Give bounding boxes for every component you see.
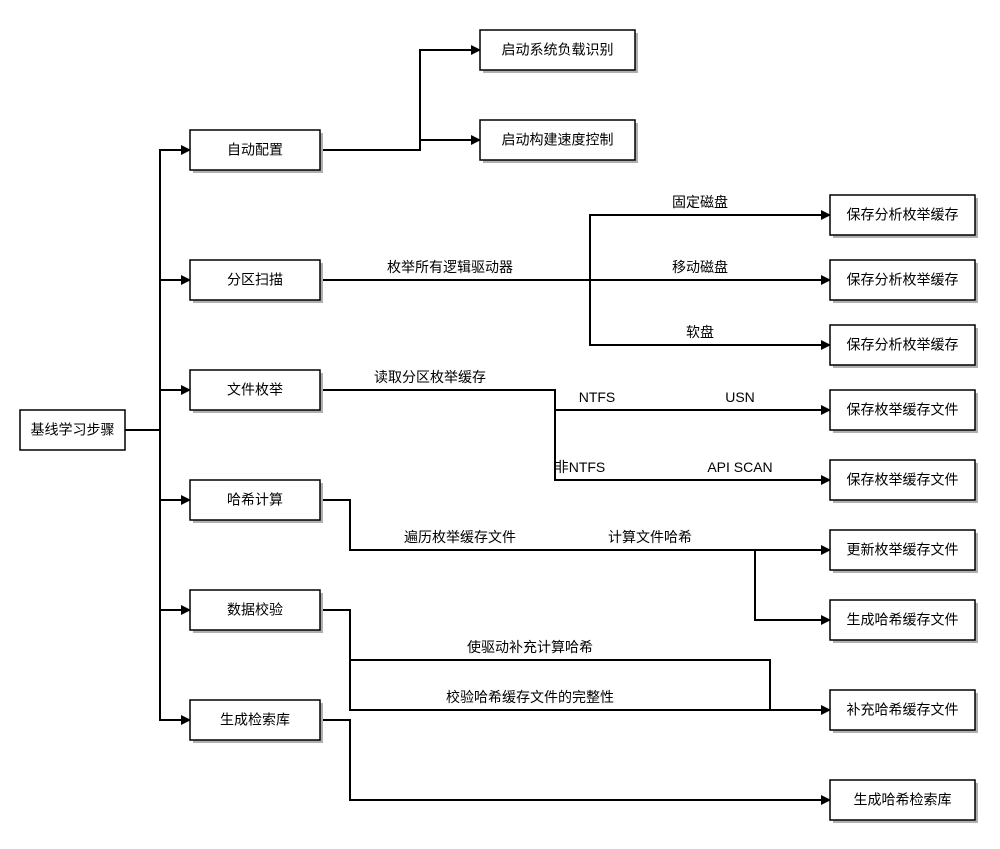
node-label: 补充哈希缓存文件 [847,702,959,718]
flow-edge [160,430,190,610]
edge-label: 读取分区枚举缓存 [374,369,486,385]
flow-edge [320,720,830,800]
edge-label: 遍历枚举缓存文件 [404,529,516,545]
flowchart-diagram: 枚举所有逻辑驱动器 固定磁盘移动磁盘软盘读取分区枚举缓存 NTFS 非NTFS USN A… [0,0,1000,849]
node-genHashFile: 生成哈希缓存文件 [830,600,978,643]
flow-edge [320,50,480,150]
node-label: 生成哈希检索库 [854,792,952,808]
node-dataCheck: 数据校验 [190,590,323,633]
node-saveEnum2: 保存分析枚举缓存 [830,260,978,303]
node-fileEnum: 文件枚举 [190,370,323,413]
node-genIndex: 生成检索库 [190,700,323,743]
node-label: 保存分析枚举缓存 [847,337,959,353]
flow-edge [160,430,190,500]
node-partScan: 分区扫描 [190,260,323,303]
flow-edge [320,500,830,550]
node-label: 数据校验 [227,602,283,618]
node-genHashIdx: 生成哈希检索库 [830,780,978,823]
edge-label: API SCAN [707,459,772,475]
node-label: 自动配置 [227,142,283,158]
flow-edge [125,150,190,430]
node-loadDetect: 启动系统负载识别 [480,30,638,73]
edge-label: 移动磁盘 [672,259,728,275]
node-label: 基线学习步骤 [31,422,115,438]
node-label: 保存分析枚举缓存 [847,207,959,223]
node-label: 文件枚举 [227,382,283,398]
flow-edge [160,390,190,430]
node-root: 基线学习步骤 [20,410,125,450]
edge-label: NTFS [579,389,616,405]
node-label: 分区扫描 [227,272,283,288]
node-label: 更新枚举缓存文件 [847,542,959,558]
edge-label: 计算文件哈希 [608,529,692,545]
node-label: 启动系统负载识别 [502,42,614,58]
node-label: 保存枚举缓存文件 [847,472,959,488]
flow-edge [160,430,190,720]
node-label: 生成哈希缓存文件 [847,612,959,628]
node-label: 保存分析枚举缓存 [847,272,959,288]
edge-label: 校验哈希缓存文件的完整性 [446,689,614,705]
node-label: 启动构建速度控制 [502,132,614,148]
flow-edge [160,280,190,430]
edge-label: 使驱动补充计算哈希 [467,639,593,655]
edge-label: 软盘 [686,324,714,340]
node-label: 保存枚举缓存文件 [847,402,959,418]
edge-label: USN [725,389,755,405]
node-label: 哈希计算 [227,492,283,508]
node-saveEnumFile2: 保存枚举缓存文件 [830,460,978,503]
node-updEnumFile: 更新枚举缓存文件 [830,530,978,573]
node-hashCalc: 哈希计算 [190,480,323,523]
node-saveEnum1: 保存分析枚举缓存 [830,195,978,238]
flow-edge [755,550,830,620]
node-suppHashFile: 补充哈希缓存文件 [830,690,978,733]
node-saveEnumFile1: 保存枚举缓存文件 [830,390,978,433]
node-label: 生成检索库 [220,712,290,728]
flow-edge [420,140,480,150]
edge-label: 固定磁盘 [672,194,728,210]
node-saveEnum3: 保存分析枚举缓存 [830,325,978,368]
node-autoConfig: 自动配置 [190,130,323,173]
edge-label: 枚举所有逻辑驱动器 [387,259,513,275]
edge-label: 非NTFS [555,459,606,475]
node-speedCtrl: 启动构建速度控制 [480,120,638,163]
